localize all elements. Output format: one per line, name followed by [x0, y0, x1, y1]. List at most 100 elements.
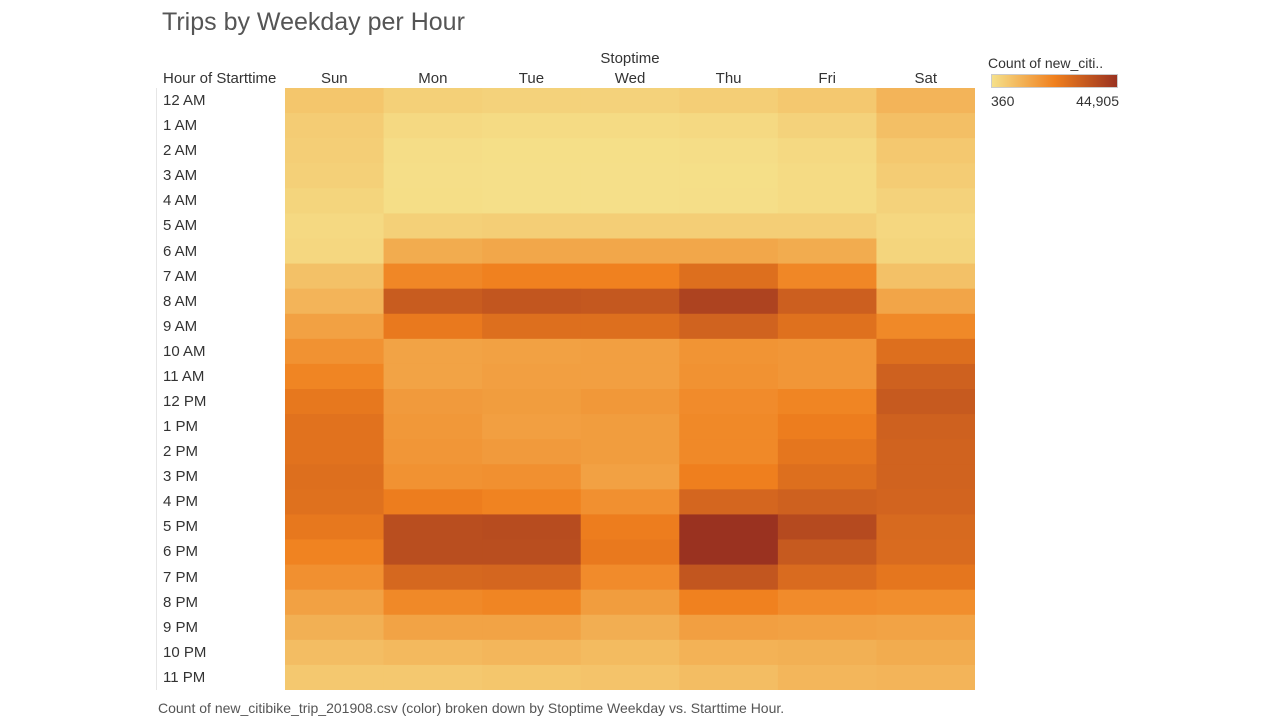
heatmap-cell-thu-11-am[interactable]	[679, 363, 779, 390]
heatmap-cell-thu-9-pm[interactable]	[679, 614, 779, 641]
heatmap-cell-fri-6-pm[interactable]	[777, 539, 877, 566]
heatmap-cell-fri-1-pm[interactable]	[777, 414, 877, 440]
heatmap-cell-sat-4-pm[interactable]	[876, 489, 975, 515]
heatmap-cell-tue-6-pm[interactable]	[482, 539, 582, 566]
heatmap-cell-fri-4-am[interactable]	[777, 188, 877, 214]
heatmap-cell-sun-5-pm[interactable]	[285, 514, 385, 540]
heatmap-cell-tue-4-am[interactable]	[482, 188, 582, 214]
heatmap-cell-sat-7-am[interactable]	[876, 263, 975, 290]
heatmap-cell-sun-12-pm[interactable]	[285, 389, 385, 415]
heatmap-cell-thu-1-pm[interactable]	[679, 414, 779, 440]
heatmap-cell-sat-4-am[interactable]	[876, 188, 975, 214]
heatmap-cell-thu-12-pm[interactable]	[679, 389, 779, 415]
heatmap-cell-fri-3-am[interactable]	[777, 163, 877, 189]
heatmap-cell-wed-5-am[interactable]	[580, 213, 680, 239]
heatmap-cell-tue-5-pm[interactable]	[482, 514, 582, 540]
heatmap-cell-tue-5-am[interactable]	[482, 213, 582, 239]
heatmap-cell-mon-12-pm[interactable]	[383, 389, 483, 415]
heatmap-cell-fri-1-am[interactable]	[777, 113, 877, 139]
heatmap-cell-sat-9-am[interactable]	[876, 313, 975, 340]
heatmap-cell-wed-3-am[interactable]	[580, 163, 680, 189]
heatmap-cell-sat-8-pm[interactable]	[876, 589, 975, 616]
heatmap-cell-tue-1-pm[interactable]	[482, 414, 582, 440]
heatmap-cell-thu-9-am[interactable]	[679, 313, 779, 340]
heatmap-cell-thu-1-am[interactable]	[679, 113, 779, 139]
heatmap-cell-wed-10-pm[interactable]	[580, 639, 680, 666]
heatmap-cell-tue-9-pm[interactable]	[482, 614, 582, 641]
heatmap-cell-mon-11-pm[interactable]	[383, 664, 483, 690]
heatmap-cell-thu-11-pm[interactable]	[679, 664, 779, 690]
heatmap-cell-mon-4-am[interactable]	[383, 188, 483, 214]
heatmap-cell-wed-6-pm[interactable]	[580, 539, 680, 566]
heatmap-cell-fri-12-am[interactable]	[777, 88, 877, 114]
heatmap-cell-fri-7-am[interactable]	[777, 263, 877, 290]
heatmap-cell-mon-6-pm[interactable]	[383, 539, 483, 566]
heatmap-cell-thu-5-pm[interactable]	[679, 514, 779, 540]
heatmap-cell-fri-12-pm[interactable]	[777, 389, 877, 415]
heatmap-cell-wed-4-pm[interactable]	[580, 489, 680, 515]
heatmap-cell-sat-3-pm[interactable]	[876, 464, 975, 490]
heatmap-cell-sun-8-pm[interactable]	[285, 589, 385, 616]
heatmap-cell-sun-9-pm[interactable]	[285, 614, 385, 641]
heatmap-cell-sun-2-pm[interactable]	[285, 439, 385, 465]
heatmap-cell-mon-11-am[interactable]	[383, 363, 483, 390]
heatmap-cell-wed-12-pm[interactable]	[580, 389, 680, 415]
heatmap-cell-fri-5-pm[interactable]	[777, 514, 877, 540]
heatmap-cell-wed-9-pm[interactable]	[580, 614, 680, 641]
heatmap-cell-tue-2-am[interactable]	[482, 138, 582, 164]
heatmap-cell-fri-9-pm[interactable]	[777, 614, 877, 641]
heatmap-cell-fri-2-am[interactable]	[777, 138, 877, 164]
heatmap-cell-thu-8-am[interactable]	[679, 288, 779, 315]
heatmap-cell-tue-7-pm[interactable]	[482, 564, 582, 591]
heatmap-cell-sat-10-am[interactable]	[876, 338, 975, 365]
heatmap-cell-fri-7-pm[interactable]	[777, 564, 877, 591]
heatmap-cell-sat-1-am[interactable]	[876, 113, 975, 139]
heatmap-cell-wed-8-pm[interactable]	[580, 589, 680, 616]
heatmap-cell-fri-2-pm[interactable]	[777, 439, 877, 465]
heatmap-cell-tue-4-pm[interactable]	[482, 489, 582, 515]
heatmap-cell-tue-3-am[interactable]	[482, 163, 582, 189]
heatmap-cell-wed-7-am[interactable]	[580, 263, 680, 290]
heatmap-cell-tue-2-pm[interactable]	[482, 439, 582, 465]
heatmap-cell-fri-8-pm[interactable]	[777, 589, 877, 616]
heatmap-cell-wed-7-pm[interactable]	[580, 564, 680, 591]
heatmap-cell-sat-6-am[interactable]	[876, 238, 975, 265]
heatmap-cell-sun-3-pm[interactable]	[285, 464, 385, 490]
heatmap-cell-fri-5-am[interactable]	[777, 213, 877, 239]
heatmap-cell-thu-5-am[interactable]	[679, 213, 779, 239]
heatmap-cell-sun-12-am[interactable]	[285, 88, 385, 114]
heatmap-cell-sun-7-am[interactable]	[285, 263, 385, 290]
heatmap-cell-fri-8-am[interactable]	[777, 288, 877, 315]
heatmap-cell-sat-2-pm[interactable]	[876, 439, 975, 465]
heatmap-cell-wed-1-pm[interactable]	[580, 414, 680, 440]
heatmap-cell-mon-1-pm[interactable]	[383, 414, 483, 440]
heatmap-cell-thu-8-pm[interactable]	[679, 589, 779, 616]
heatmap-cell-sun-10-pm[interactable]	[285, 639, 385, 666]
heatmap-cell-sat-11-am[interactable]	[876, 363, 975, 390]
heatmap-cell-sat-12-pm[interactable]	[876, 389, 975, 415]
heatmap-cell-sat-6-pm[interactable]	[876, 539, 975, 566]
heatmap-cell-thu-10-pm[interactable]	[679, 639, 779, 666]
heatmap-cell-mon-5-pm[interactable]	[383, 514, 483, 540]
heatmap-cell-mon-10-am[interactable]	[383, 338, 483, 365]
heatmap-cell-tue-9-am[interactable]	[482, 313, 582, 340]
heatmap-cell-tue-12-am[interactable]	[482, 88, 582, 114]
heatmap-cell-tue-11-pm[interactable]	[482, 664, 582, 690]
heatmap-cell-thu-7-am[interactable]	[679, 263, 779, 290]
heatmap-cell-fri-11-pm[interactable]	[777, 664, 877, 690]
heatmap-cell-sun-9-am[interactable]	[285, 313, 385, 340]
heatmap-cell-mon-7-pm[interactable]	[383, 564, 483, 591]
heatmap-cell-mon-8-pm[interactable]	[383, 589, 483, 616]
heatmap-cell-sun-4-am[interactable]	[285, 188, 385, 214]
heatmap-cell-sun-4-pm[interactable]	[285, 489, 385, 515]
heatmap-cell-wed-1-am[interactable]	[580, 113, 680, 139]
heatmap-cell-wed-2-am[interactable]	[580, 138, 680, 164]
heatmap-cell-wed-2-pm[interactable]	[580, 439, 680, 465]
heatmap-cell-sun-8-am[interactable]	[285, 288, 385, 315]
heatmap-cell-sat-10-pm[interactable]	[876, 639, 975, 666]
heatmap-cell-sun-7-pm[interactable]	[285, 564, 385, 591]
heatmap-cell-fri-9-am[interactable]	[777, 313, 877, 340]
heatmap-cell-fri-10-pm[interactable]	[777, 639, 877, 666]
heatmap-cell-sat-12-am[interactable]	[876, 88, 975, 114]
heatmap-cell-sat-9-pm[interactable]	[876, 614, 975, 641]
